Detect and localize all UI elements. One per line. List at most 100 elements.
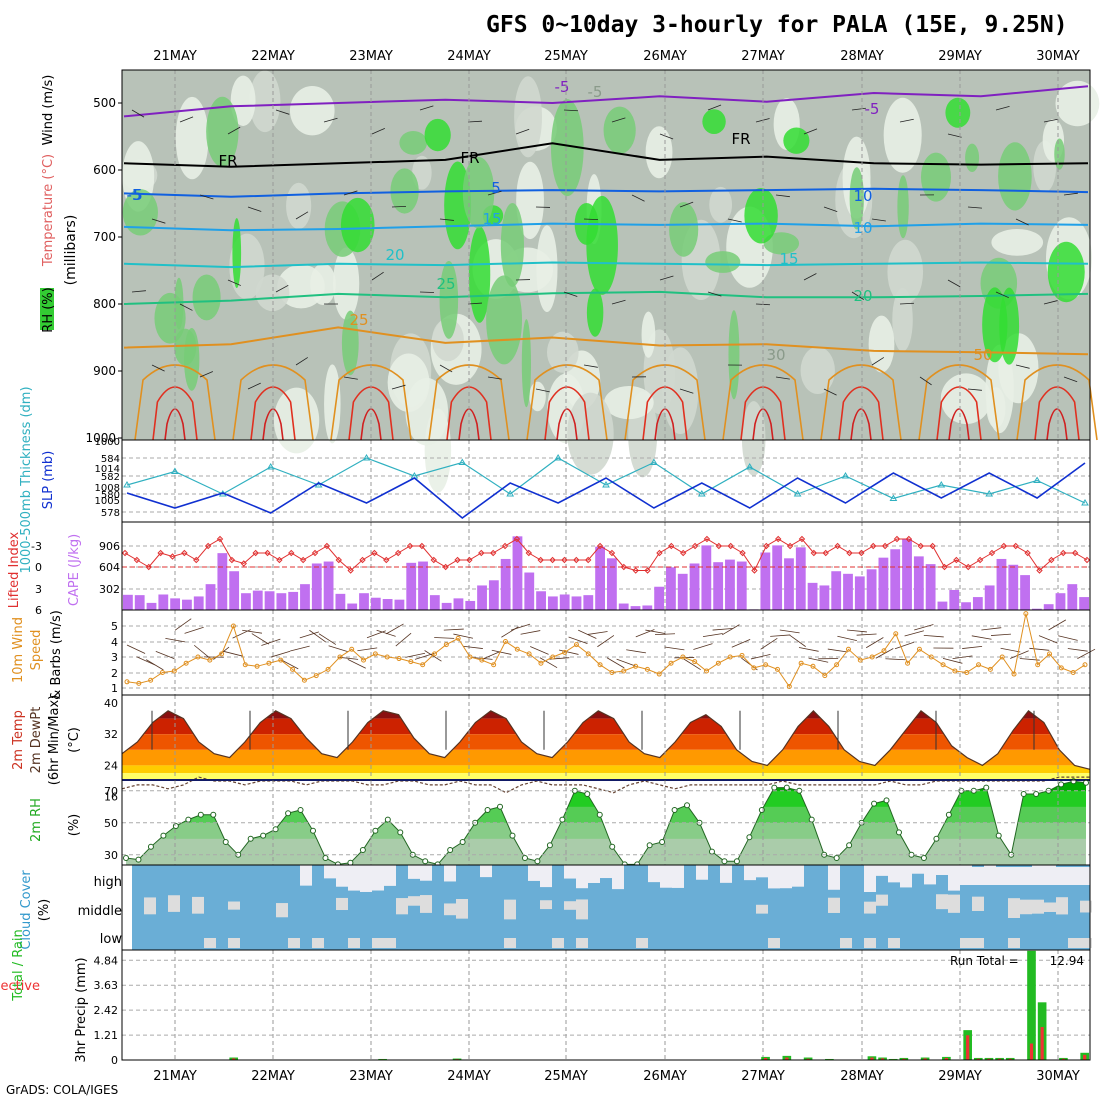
cape-bar: [1043, 604, 1054, 610]
surface-wind-barb: [693, 643, 713, 650]
lifted-index-marker: [169, 553, 176, 560]
wind-speed-marker: [254, 663, 260, 669]
cloud-mid-block: [828, 897, 840, 913]
wind-speed-marker: [810, 663, 816, 669]
rh-marker: [1033, 791, 1040, 797]
contour-label: -5: [865, 100, 880, 118]
rh-moist-patch: [982, 287, 1008, 363]
cloud-mid-block: [1080, 900, 1092, 913]
surface-wind-barb: [721, 624, 740, 636]
surface-wind-barb: [914, 624, 934, 631]
cape-bar: [465, 600, 476, 610]
wind-barb: [631, 194, 645, 202]
thickness-tick-label: 578: [101, 508, 120, 519]
thickness-tick-label: 580: [101, 490, 120, 501]
wind-barb: [371, 271, 384, 281]
wind-speed-marker: [656, 671, 662, 677]
rh-tick-label: 30: [104, 849, 118, 862]
x-tick-label-bottom: 21MAY: [153, 1069, 197, 1084]
surface-wind-barb: [386, 623, 404, 635]
surface-wind-barb: [635, 629, 655, 638]
thickness-marker: [697, 490, 706, 497]
contour-label: 30: [766, 346, 785, 364]
wind-barb: [659, 133, 674, 140]
lifted-index-marker: [573, 556, 580, 564]
lifted-index-marker: [1071, 549, 1079, 557]
temperature-dome-contour: [1016, 364, 1098, 441]
cloud-high-block: [600, 865, 612, 879]
cape-bar: [937, 601, 948, 610]
cloud-high-block: [672, 865, 684, 888]
rh-moist-patch: [206, 96, 239, 167]
rh-marker: [322, 855, 329, 861]
wind-speed-marker: [408, 659, 414, 665]
contour-label: 10: [853, 219, 872, 237]
lifted-index-marker: [288, 549, 295, 557]
lifted-index-marker: [775, 535, 782, 543]
cape-bar: [394, 599, 405, 610]
wind-barb: [227, 279, 242, 286]
lifted-index-marker: [668, 542, 675, 550]
surface-wind-barb: [664, 646, 685, 651]
cloud-high-block: [948, 865, 960, 891]
wind-speed-marker: [148, 677, 154, 683]
cape-bar: [984, 585, 995, 610]
wind-speed-marker: [621, 668, 627, 674]
wind-speed-marker: [834, 662, 840, 668]
wind-barb: [467, 302, 482, 305]
rh-marker: [285, 810, 292, 817]
pressure-tick-label: 800: [93, 297, 116, 311]
cloud-mid-block: [336, 897, 348, 911]
cloud-high-block: [696, 865, 708, 880]
ylabel-wind10m-b: Speed: [29, 630, 44, 671]
cape-bar: [666, 567, 676, 610]
cloud-mid-block: [864, 901, 876, 914]
surface-wind-barb: [962, 645, 983, 649]
lifted-index-marker: [715, 542, 723, 550]
rh-marker: [1070, 778, 1077, 785]
x-tick-label-top: 23MAY: [349, 49, 393, 64]
isotherm-line: [123, 85, 1089, 118]
wind-speed-marker: [668, 660, 674, 666]
li-tick-label: 0: [35, 561, 42, 574]
ylabel-cloud-unit: (%): [37, 899, 52, 922]
surface-wind-barb: [558, 649, 579, 655]
cape-bar: [642, 605, 653, 610]
temp-band: [122, 781, 1090, 789]
wind-speed-marker: [325, 666, 331, 672]
rh-moist-patch: [728, 310, 740, 400]
rh-dry-patch: [255, 274, 290, 312]
cloud-low-block: [372, 938, 384, 948]
lifted-index-line: [124, 538, 1088, 572]
cloud-low-block: [864, 938, 876, 948]
wind-barb: [391, 384, 406, 390]
surface-wind-barb: [865, 637, 884, 649]
lifted-index-marker: [1048, 556, 1055, 564]
precip-convective-bar: [1040, 1027, 1044, 1060]
contour-label: 10: [853, 187, 872, 205]
lifted-index-marker: [632, 567, 639, 574]
wind-speed-marker: [538, 660, 544, 666]
wind-barb: [995, 105, 1010, 111]
cloud-high-block: [792, 865, 804, 887]
wind-barb: [947, 133, 962, 138]
wind-speed-marker: [432, 651, 438, 657]
cape-bar: [725, 559, 735, 610]
surface-wind-barb: [261, 638, 281, 646]
surface-wind-barb: [510, 623, 531, 631]
wind-speed-marker: [680, 654, 686, 660]
wind-speed-marker: [893, 631, 899, 637]
temp-tick-label: 24: [104, 759, 118, 772]
cape-bar: [630, 606, 641, 610]
rh-dry-patch: [289, 86, 335, 136]
cloud-high-block: [876, 865, 888, 876]
lifted-index-marker: [608, 549, 616, 557]
lifted-index-marker: [596, 542, 604, 550]
cloud-high-block: [480, 865, 492, 878]
rh-marker: [758, 807, 765, 813]
wind-speed-marker: [195, 654, 201, 660]
ylabel-precip: 3hr Precip (mm): [74, 957, 89, 1062]
wind-barb: [247, 382, 261, 390]
surface-wind-barb: [731, 639, 751, 648]
surface-wind-barb: [1058, 635, 1078, 641]
